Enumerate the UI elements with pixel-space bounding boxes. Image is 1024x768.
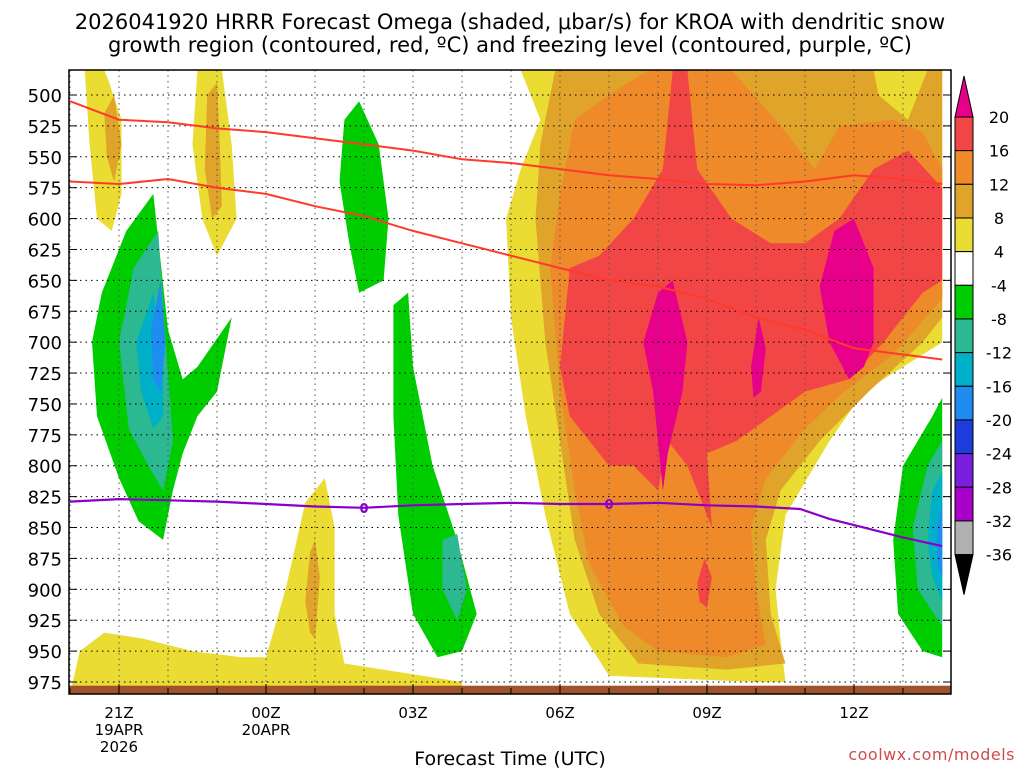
x-tick-label: 03Z (398, 704, 427, 722)
y-tick-label: 600 (28, 210, 62, 231)
colorbar-label: -28 (986, 478, 1012, 497)
x-axis-label: Forecast Time (UTC) (414, 748, 605, 768)
x-tick-label: 19APR (95, 721, 144, 739)
colorbar-label: 12 (989, 175, 1009, 194)
shaded-region-down-16-d (927, 471, 943, 602)
colorbar-segment (954, 150, 974, 185)
colorbar-label: -4 (991, 276, 1007, 295)
y-tick-label: 775 (28, 426, 62, 447)
x-tick-label: 09Z (692, 704, 721, 722)
shaded-region-down-20-a (150, 280, 166, 392)
y-tick-label: 650 (28, 271, 62, 292)
colorbar-segment (954, 183, 974, 219)
colorbar-segment (954, 352, 974, 387)
site-credit: coolwx.com/models (848, 745, 1015, 764)
colorbar-label: -20 (986, 411, 1012, 430)
colorbar-segment (954, 520, 974, 556)
colorbar-label: -36 (986, 546, 1012, 565)
colorbar-label: -8 (991, 310, 1007, 329)
colorbar-segment (954, 486, 974, 522)
colorbar-top-arrow (954, 75, 974, 118)
y-tick-label: 525 (28, 117, 62, 138)
y-tick-label: 825 (28, 488, 62, 509)
colorbar-label: -24 (986, 445, 1012, 464)
colorbar-segment (954, 453, 974, 488)
y-tick-label: 800 (28, 457, 62, 478)
chart-title-line1: 2026041920 HRRR Forecast Omega (shaded, … (75, 10, 945, 34)
colorbar-label: -16 (986, 377, 1012, 396)
y-tick-label: 875 (28, 549, 62, 570)
colorbar-segment (954, 385, 974, 421)
colorbar: 20 16 12 8 4 -4 -8 -12 -16 -20 -24 -28 -32 -36 (954, 75, 1012, 595)
x-tick-label: 12Z (839, 704, 868, 722)
freezing-level-label: 0 (359, 502, 368, 517)
dgz-top-contour (69, 100, 943, 187)
chart-title-line2: growth region (contoured, red, ºC) and f… (108, 33, 912, 57)
colorbar-segment (954, 284, 974, 320)
shaded-region-early-8-2 (204, 82, 222, 219)
colorbar-segment (954, 116, 974, 152)
freezing-level-label: 0 (604, 498, 613, 513)
colorbar-segment (954, 419, 974, 455)
omega-shading (70, 70, 943, 694)
colorbar-label: -32 (986, 512, 1012, 531)
colorbar-bottom-arrow (954, 554, 974, 595)
freezing-level-contour (69, 497, 943, 548)
y-tick-label: 925 (28, 611, 62, 632)
y-tick-label: 575 (28, 179, 62, 200)
colorbar-segment (954, 217, 974, 253)
gridlines (69, 70, 951, 694)
x-tick-label: 00Z (251, 704, 280, 722)
colorbar-label: 16 (989, 142, 1009, 161)
y-tick-label: 975 (28, 673, 62, 694)
terrain-ground (69, 685, 951, 694)
shaded-region-uplift-20-b (819, 218, 874, 380)
shaded-region-sfc-yellow (70, 478, 462, 694)
colorbar-label: 4 (994, 243, 1004, 262)
y-tick-label: 850 (28, 519, 62, 540)
colorbar-segment (954, 318, 974, 354)
x-tick-label: 20APR (242, 721, 291, 739)
y-tick-label: 550 (28, 148, 62, 169)
y-axis: 500 525 550 575 600 625 650 675 700 725 750 775 800 8… (28, 86, 951, 694)
y-tick-label: 900 (28, 580, 62, 601)
colorbar-label: 8 (994, 209, 1004, 228)
terrain (69, 685, 951, 694)
x-tick-label: 21Z (104, 704, 133, 722)
dgz-bottom-contour (69, 177, 943, 361)
shaded-region-uplift-20-c (751, 317, 766, 398)
shaded-region-down-12-c (442, 533, 467, 621)
y-tick-label: 500 (28, 86, 62, 107)
y-tick-label: 675 (28, 302, 62, 323)
plot-frame (68, 69, 952, 695)
shaded-region-uplift-16-d (697, 558, 712, 608)
colorbar-label: 20 (989, 108, 1009, 127)
shaded-region-sfc-8 (305, 539, 320, 639)
y-tick-label: 625 (28, 240, 62, 261)
shaded-region-uplift-20-a (643, 280, 688, 491)
y-tick-label: 750 (28, 395, 62, 416)
y-tick-label: 725 (28, 364, 62, 385)
x-tick-label: 06Z (545, 704, 574, 722)
y-tick-label: 700 (28, 333, 62, 354)
x-tick-label: 2026 (100, 738, 138, 756)
colorbar-label: -12 (986, 344, 1012, 363)
colorbar-segment (954, 251, 974, 286)
y-tick-label: 950 (28, 642, 62, 663)
